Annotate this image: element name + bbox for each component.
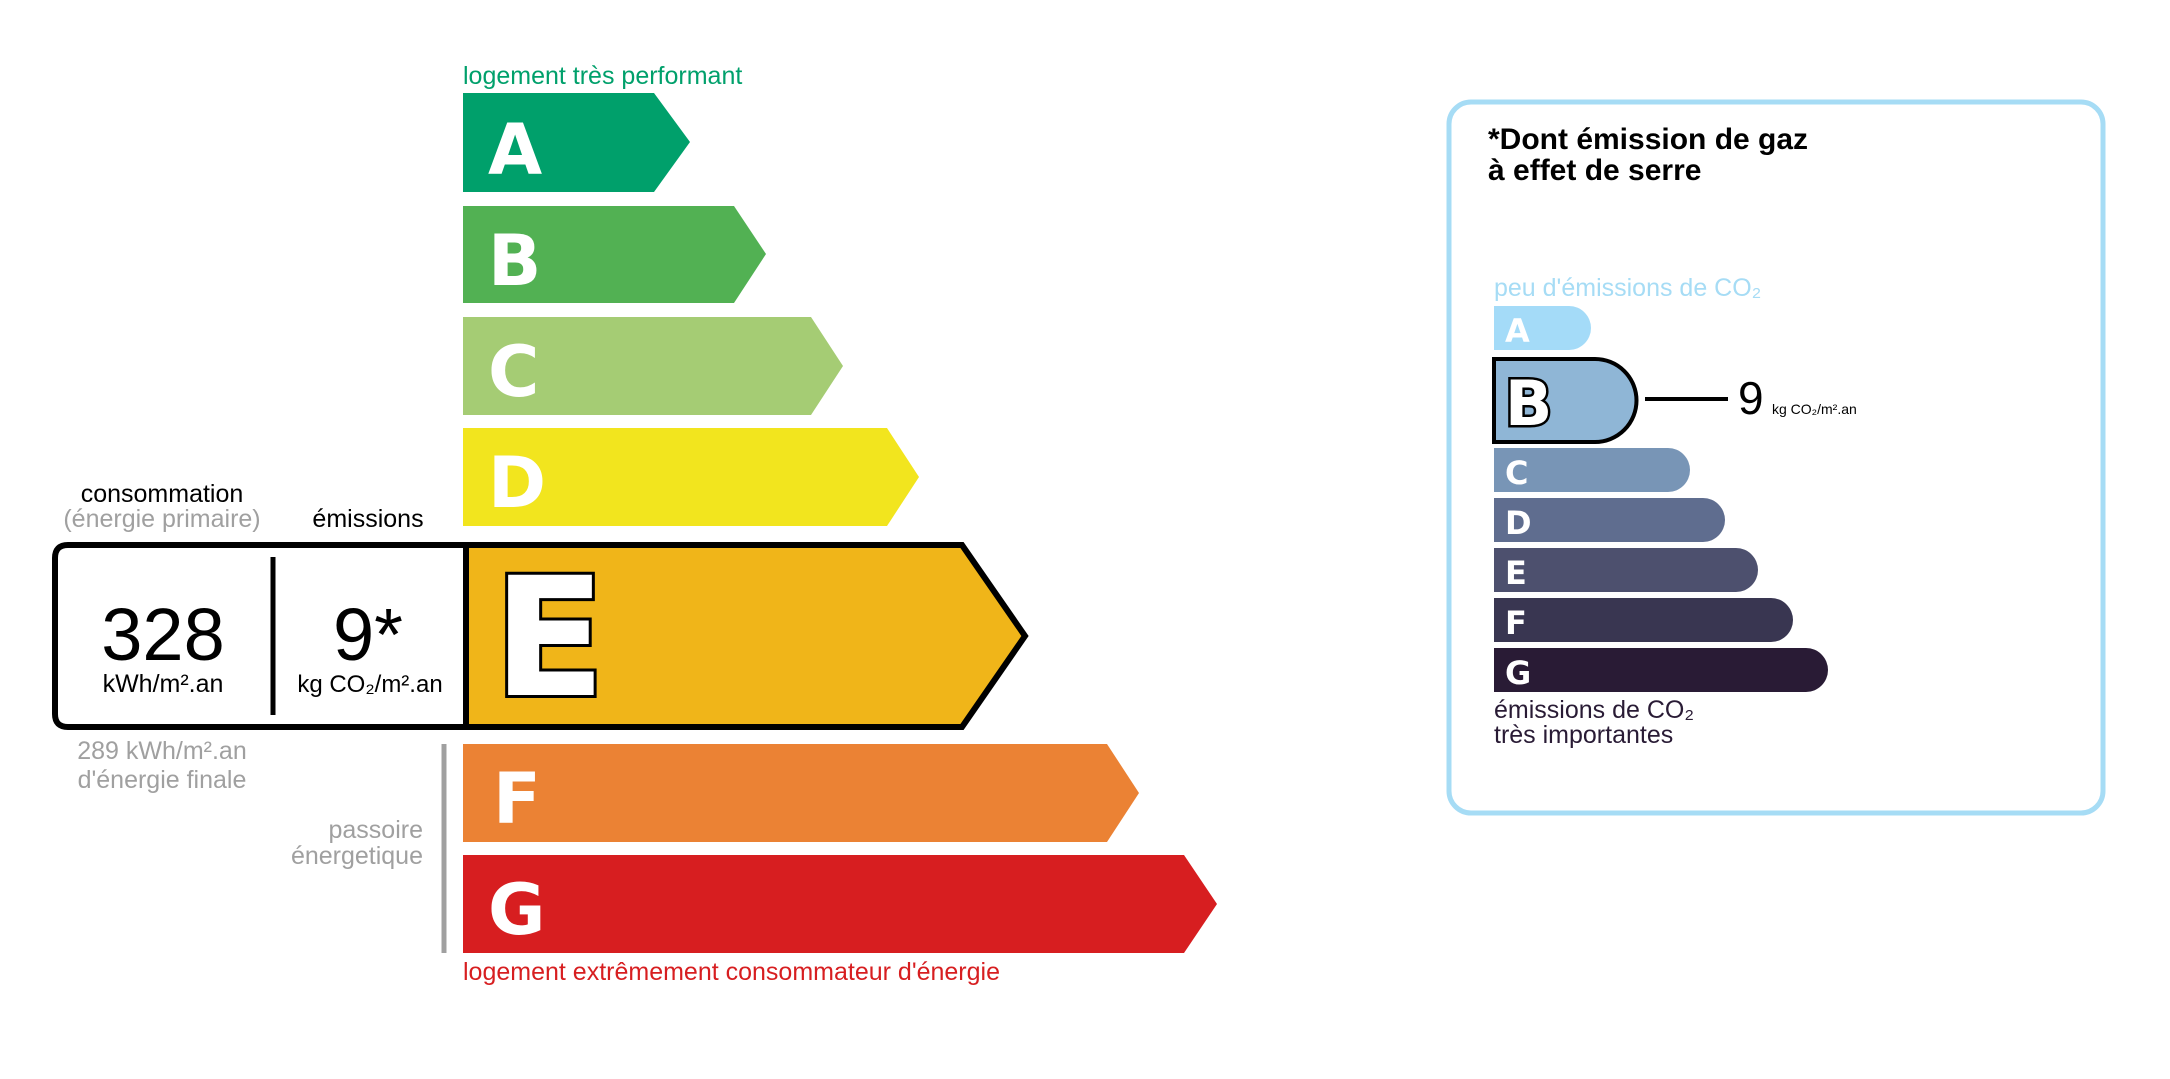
final-energy-label: d'énergie finale — [78, 766, 247, 794]
emissions-label: émissions — [312, 505, 423, 533]
ges-bar-e — [1494, 548, 1758, 592]
ges-bar-c — [1494, 448, 1690, 492]
ges-class-d: D — [1494, 498, 1725, 542]
energy-letter: A — [488, 109, 542, 191]
ges-letter: F — [1505, 604, 1527, 642]
consumption-sublabel: (énergie primaire) — [63, 505, 260, 533]
ges-bar-a — [1494, 306, 1591, 350]
ges-letter: E — [1505, 554, 1527, 592]
energy-letter: C — [488, 331, 539, 413]
energy-bar-f — [463, 744, 1139, 842]
emissions-value: 9* — [333, 593, 403, 676]
energy-class-f: F — [463, 744, 1139, 842]
ges-bottom-label-2: très importantes — [1494, 721, 1673, 749]
ges-title: *Dont émission de gaz — [1488, 123, 1808, 156]
energy-bar-e — [463, 542, 1029, 730]
emissions-unit: kg CO₂/m².an — [297, 671, 442, 698]
ges-class-g: G — [1494, 648, 1828, 692]
ges-letter: G — [1505, 654, 1531, 692]
energy-letter-current: E — [493, 542, 606, 734]
energy-class-c: C — [463, 317, 843, 415]
ges-class-c: C — [1494, 448, 1690, 492]
ges-bar-d — [1494, 498, 1725, 542]
energy-bar-b — [463, 206, 766, 303]
energy-top-label: logement très performant — [463, 62, 742, 90]
ges-letter: D — [1505, 504, 1532, 542]
energy-bar-d — [463, 428, 919, 526]
energy-letter: D — [488, 442, 546, 524]
ges-bottom-label: émissions de CO₂ — [1494, 696, 1694, 724]
ges-panel: *Dont émission de gaz à effet de serre p… — [1446, 99, 2106, 816]
ges-title-2: à effet de serre — [1488, 154, 1701, 187]
ges-value: 9 — [1738, 372, 1764, 424]
energy-class-g: G — [463, 855, 1217, 953]
consumption-unit: kWh/m².an — [103, 670, 224, 698]
energy-letter: F — [493, 758, 541, 840]
ges-unit: kg CO₂/m².an — [1772, 401, 1857, 417]
energy-bar-c — [463, 317, 843, 415]
ges-letter: A — [1505, 312, 1530, 350]
passoire-label-2: énergetique — [291, 842, 423, 870]
energy-letter: G — [488, 869, 545, 951]
ges-class-a: A — [1494, 306, 1591, 350]
passoire-label: passoire — [329, 816, 424, 844]
ges-bar-g — [1494, 648, 1828, 692]
energy-bar-a — [463, 93, 690, 192]
value-box — [52, 542, 469, 730]
energy-bottom-label: logement extrêmement consommateur d'éner… — [463, 958, 1000, 986]
energy-class-a: A — [463, 93, 690, 192]
ges-bar-f — [1494, 598, 1793, 642]
energy-current-class: E 328 kWh/m².an 9* kg CO₂/m².an — [52, 539, 1029, 737]
ges-letter: C — [1505, 454, 1528, 492]
ges-class-e: E — [1494, 548, 1758, 592]
energy-bar-g — [463, 855, 1217, 953]
ges-bar-b — [1492, 357, 1639, 444]
consumption-label: consommation — [81, 480, 244, 508]
ges-top-label: peu d'émissions de CO₂ — [1494, 274, 1761, 302]
energy-class-b: B — [463, 206, 766, 303]
ges-class-b-current: B 9 kg CO₂/m².an — [1492, 357, 1857, 444]
ges-letter-current: B — [1505, 367, 1552, 440]
energy-letter: B — [488, 220, 541, 302]
ges-class-f: F — [1494, 598, 1793, 642]
final-energy-value: 289 kWh/m².an — [77, 737, 247, 765]
consumption-value: 328 — [101, 593, 224, 676]
energy-class-d: D — [463, 428, 919, 526]
